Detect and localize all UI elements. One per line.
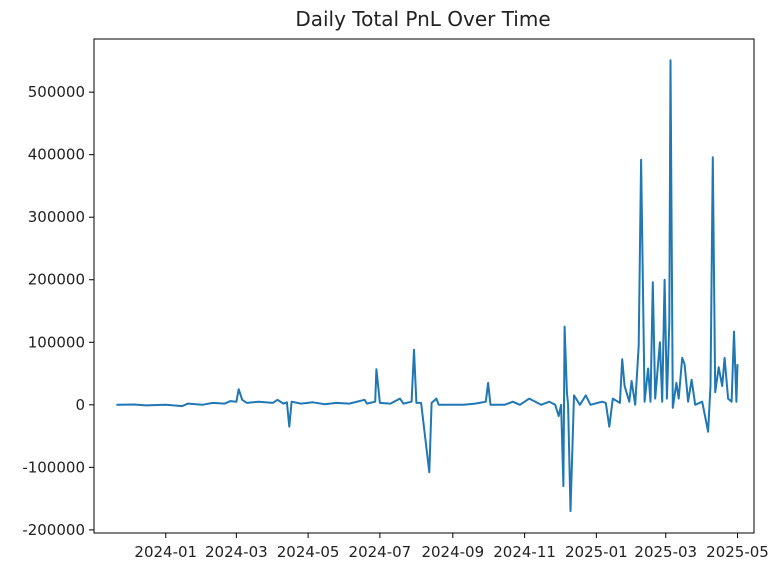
y-tick-label: 500000: [28, 83, 85, 101]
chart-title: Daily Total PnL Over Time: [295, 7, 550, 31]
y-tick-label: 300000: [28, 208, 85, 226]
x-tick-label: 2024-03: [205, 543, 268, 561]
y-tick-label: 0: [75, 396, 85, 414]
y-axis: -200000 -100000 0 100000 200000 300000 400000 5…: [22, 83, 94, 539]
plot-area: [93, 38, 755, 534]
x-tick-label: 2024-01: [134, 543, 197, 561]
x-tick-label: 2024-07: [349, 543, 412, 561]
x-tick-label: 2024-11: [493, 543, 556, 561]
x-tick-label: 2024-05: [277, 543, 340, 561]
x-tick-label: 2025-05: [706, 543, 769, 561]
y-tick-label: 400000: [28, 146, 85, 164]
y-tick-label: 100000: [28, 333, 85, 351]
x-axis: 2024-01 2024-03 2024-05 2024-07 2024-09 2024-…: [134, 533, 769, 561]
x-tick-label: 2025-03: [634, 543, 697, 561]
x-tick-label: 2024-09: [421, 543, 484, 561]
series-line: [116, 59, 739, 513]
x-tick-label: 2025-01: [565, 543, 628, 561]
y-tick-label: -200000: [22, 521, 85, 539]
y-tick-label: -100000: [22, 458, 85, 476]
y-tick-label: 200000: [28, 271, 85, 289]
